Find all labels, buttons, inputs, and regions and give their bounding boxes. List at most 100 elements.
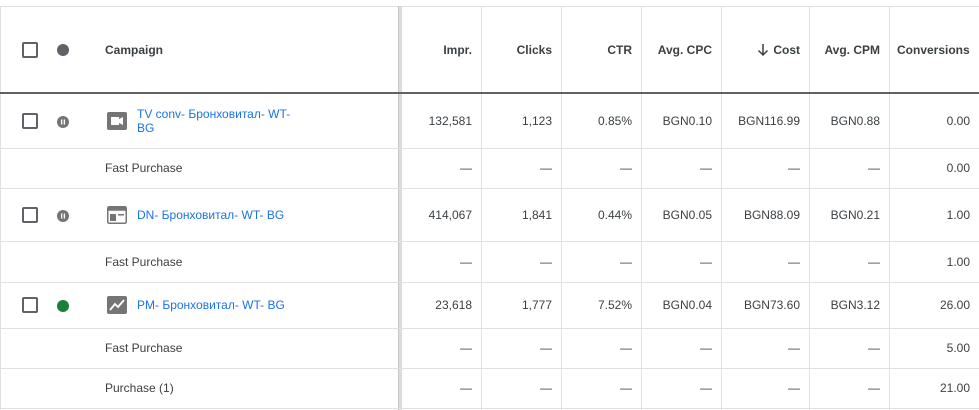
conversion-action: Fast Purchase xyxy=(105,341,183,355)
metric-cell: — xyxy=(540,254,552,269)
metric-cell: 0.00 xyxy=(946,161,970,175)
status-header-icon xyxy=(57,43,69,56)
metric-cell: 0.44% xyxy=(597,207,632,222)
metric-cell: — xyxy=(788,381,800,395)
metric-cell: — xyxy=(868,254,880,269)
metric-cell: — xyxy=(620,161,632,175)
column-divider xyxy=(481,6,482,410)
metric-cell: 7.52% xyxy=(597,298,632,312)
status-enabled-icon xyxy=(57,299,69,312)
metric-cell: — xyxy=(868,381,880,395)
campaign-type-icon-svg xyxy=(107,111,127,130)
metric-cell: 23,618 xyxy=(435,298,472,312)
metric-cell: — xyxy=(620,254,632,269)
metric-cell: BGN73.60 xyxy=(743,298,800,312)
campaign-type-icon-svg xyxy=(107,205,127,224)
column-divider xyxy=(809,6,810,410)
campaign-name[interactable]: TV conv- Бронховитал- WT- BG xyxy=(137,106,291,135)
conversion-action: Fast Purchase xyxy=(105,161,183,175)
checkbox[interactable] xyxy=(22,297,38,313)
metric-cell: — xyxy=(868,341,880,355)
metric-cell: BGN0.21 xyxy=(830,207,880,222)
row-border xyxy=(0,148,979,149)
metric-cell: — xyxy=(540,341,552,355)
metric-cell: BGN0.10 xyxy=(662,113,712,128)
metric-cell: 21.00 xyxy=(939,381,970,395)
metric-cell: 0.85% xyxy=(597,113,632,128)
column-header[interactable]: Avg. CPC xyxy=(657,43,712,57)
metric-cell: — xyxy=(788,254,800,269)
metric-cell: — xyxy=(700,381,712,395)
checkbox[interactable] xyxy=(22,112,38,129)
row-border xyxy=(0,408,979,409)
metric-cell: 1.00 xyxy=(946,207,970,222)
metric-cell: — xyxy=(788,161,800,175)
column-divider xyxy=(561,6,562,410)
row-border xyxy=(0,368,979,369)
metric-cell: — xyxy=(460,161,472,175)
status-paused-icon-svg xyxy=(57,209,69,222)
metric-cell: 414,067 xyxy=(428,207,472,222)
table-top-border xyxy=(0,6,979,7)
status-header-icon-svg xyxy=(57,44,69,56)
column-divider xyxy=(721,6,722,410)
metric-cell: 1.00 xyxy=(946,254,970,269)
metric-cell: — xyxy=(460,381,472,395)
metric-cell: — xyxy=(540,381,552,395)
column-header[interactable]: Cost xyxy=(773,43,800,57)
row-border xyxy=(0,241,979,242)
metric-cell: — xyxy=(788,341,800,355)
sort-arrow xyxy=(757,43,769,57)
metric-cell: — xyxy=(700,161,712,175)
metric-cell: 1,841 xyxy=(521,207,552,222)
status-paused-icon xyxy=(57,115,69,128)
campaign-name[interactable]: PM- Бронховитал- WT- BG xyxy=(137,298,285,312)
campaign-type-icon xyxy=(107,205,127,224)
status-paused-icon-svg xyxy=(57,115,69,128)
metric-cell: 26.00 xyxy=(939,298,970,312)
column-header[interactable]: Conversions xyxy=(897,43,970,57)
left-border xyxy=(0,6,1,410)
checkbox[interactable] xyxy=(22,206,38,223)
metric-cell: 0.00 xyxy=(946,113,970,128)
metric-cell: 132,581 xyxy=(428,113,472,128)
campaign-type-icon xyxy=(107,111,127,130)
metric-cell: 1,777 xyxy=(521,298,552,312)
column-header[interactable]: Impr. xyxy=(443,43,472,57)
row-border xyxy=(0,282,979,283)
column-divider xyxy=(889,6,890,410)
campaign-type-icon xyxy=(107,296,127,314)
status-enabled-icon-svg xyxy=(57,300,69,312)
sort-arrow-svg xyxy=(757,44,769,57)
metric-cell: — xyxy=(460,341,472,355)
column-divider xyxy=(641,6,642,410)
metric-cell: — xyxy=(460,254,472,269)
metric-cell: — xyxy=(868,161,880,175)
metric-cell: BGN116.99 xyxy=(738,113,800,128)
metric-cell: BGN0.04 xyxy=(662,298,712,312)
metric-cell: — xyxy=(540,161,552,175)
metric-cell: — xyxy=(620,341,632,355)
metric-cell: BGN3.12 xyxy=(830,298,880,312)
metric-cell: BGN0.88 xyxy=(830,113,880,128)
campaign-name[interactable]: DN- Бронховитал- WT- BG xyxy=(137,207,285,222)
column-header[interactable]: Clicks xyxy=(516,43,552,57)
metric-cell: — xyxy=(700,254,712,269)
status-paused-icon xyxy=(57,209,69,222)
row-border xyxy=(0,188,979,189)
metric-cell: — xyxy=(700,341,712,355)
metric-cell: 1,123 xyxy=(521,113,552,128)
metric-cell: — xyxy=(620,381,632,395)
header-bottom-border xyxy=(0,92,979,94)
metric-cell: 5.00 xyxy=(946,341,970,355)
metric-cell: BGN88.09 xyxy=(743,207,800,222)
column-header[interactable]: Campaign xyxy=(105,43,164,57)
checkbox[interactable] xyxy=(22,42,38,58)
column-header[interactable]: CTR xyxy=(607,43,632,57)
conversion-action: Purchase (1) xyxy=(105,381,174,395)
column-header[interactable]: Avg. CPM xyxy=(824,43,880,57)
metric-cell: BGN0.05 xyxy=(662,207,712,222)
frozen-divider xyxy=(398,6,402,410)
